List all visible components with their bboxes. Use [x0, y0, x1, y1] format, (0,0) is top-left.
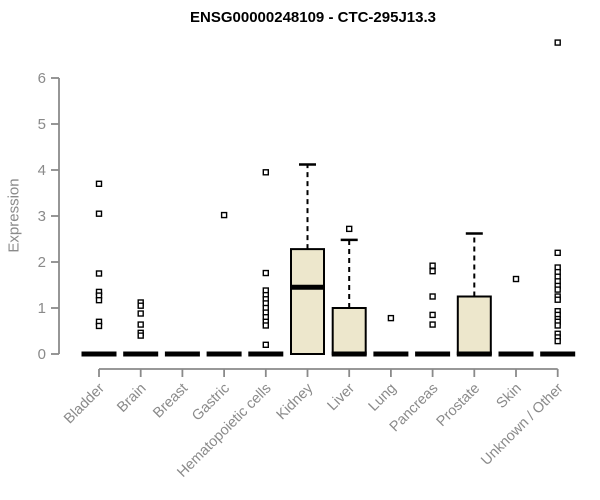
- y-tick-label: 5: [38, 116, 46, 133]
- outlier-point: [262, 322, 269, 329]
- y-tick-label: 1: [38, 300, 46, 317]
- outlier-point: [554, 322, 561, 329]
- box-brain: [123, 299, 159, 357]
- outlier-point: [429, 321, 436, 328]
- x-tick-label: Prostate: [434, 381, 483, 430]
- outlier-point: [137, 310, 144, 317]
- box-unknown-other: [540, 39, 576, 357]
- outlier-point: [137, 321, 144, 328]
- y-tick-label: 6: [38, 70, 46, 87]
- outlier-point: [137, 302, 144, 309]
- outlier-point: [387, 314, 395, 322]
- y-tick-label: 2: [38, 254, 46, 271]
- box-body: [290, 248, 325, 355]
- box-body: [456, 295, 492, 355]
- y-tick-label: 4: [38, 162, 46, 179]
- box-gastric: [206, 211, 242, 357]
- outlier-point: [512, 275, 520, 283]
- x-tick-label: Bladder: [61, 380, 108, 427]
- outlier-point: [95, 270, 103, 277]
- outlier-point: [95, 296, 103, 304]
- box-skin: [498, 275, 534, 357]
- outlier-point: [220, 211, 228, 219]
- outlier-point: [262, 341, 269, 348]
- outlier-point: [554, 39, 561, 46]
- box-lung: [373, 314, 409, 357]
- outlier-point: [429, 268, 436, 275]
- box-prostate: [456, 232, 492, 357]
- x-tick-label: Breast: [150, 381, 191, 422]
- x-tick-label: Lung: [366, 381, 400, 415]
- outlier-point: [554, 249, 561, 257]
- y-tick-label: 3: [38, 208, 46, 225]
- x-tick-label: Liver: [324, 380, 358, 414]
- outlier-point: [554, 296, 561, 303]
- box-kidney: [290, 163, 325, 355]
- y-tick-label: 0: [38, 346, 46, 363]
- outlier-point: [554, 286, 561, 293]
- box-pancreas: [415, 262, 451, 357]
- outlier-point: [95, 322, 103, 330]
- outlier-point: [95, 210, 103, 217]
- chart-title: ENSG00000248109 - CTC-295J13.3: [190, 9, 436, 26]
- outlier-point: [95, 180, 103, 188]
- box-hematopoietic-cells: [248, 169, 284, 357]
- x-tick-label: Skin: [494, 381, 525, 412]
- outlier-point: [554, 337, 561, 345]
- outlier-point: [346, 225, 353, 233]
- outlier-point: [137, 332, 144, 339]
- box-liver: [331, 225, 367, 357]
- outlier-point: [262, 169, 269, 176]
- x-tick-label: Kidney: [274, 380, 317, 423]
- outlier-point: [429, 293, 436, 300]
- outlier-point: [429, 262, 436, 269]
- box-bladder: [81, 180, 117, 357]
- outlier-point: [262, 269, 269, 277]
- x-tick-label: Brain: [114, 381, 149, 416]
- box-body: [331, 307, 367, 355]
- outlier-point: [429, 311, 436, 319]
- y-axis: 0 1 2 3 4 5 6: [38, 70, 60, 363]
